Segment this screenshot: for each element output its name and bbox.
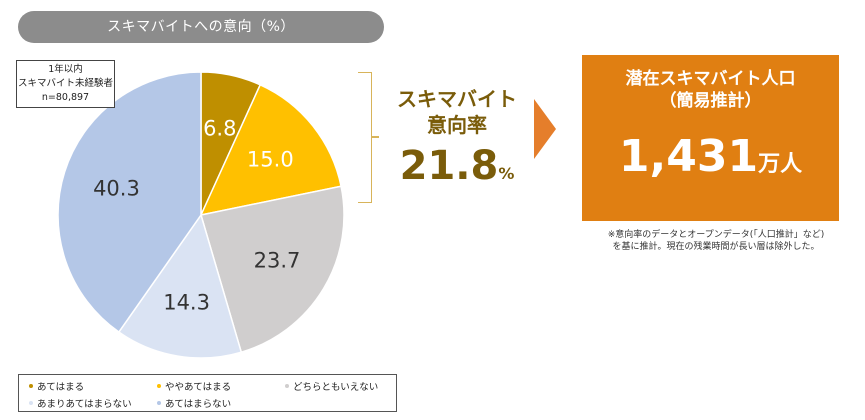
legend-swatch <box>29 401 33 405</box>
result-box: 潜在スキマバイト人口 （簡易推計） 1,431万人 <box>582 55 839 221</box>
sample-info-box: 1年以内 スキマバイト未経験者 n=80,897 <box>16 60 115 108</box>
result-number: 1,431 <box>618 131 759 182</box>
pie-slice-label: 15.0 <box>247 148 294 172</box>
rate-number: 21.8 <box>399 143 499 189</box>
sample-period: 1年以内 <box>48 64 83 75</box>
pie-slice <box>117 213 243 359</box>
pie-slice-label: 14.3 <box>163 290 210 314</box>
rate-label-line2: 意向率 <box>427 113 487 137</box>
chart-title: スキマバイトへの意向（%） <box>107 19 295 35</box>
result-title: 潜在スキマバイト人口 <box>625 69 796 89</box>
sample-group: スキマバイト未経験者 <box>17 78 113 89</box>
legend-item: ややあてはまる <box>157 379 231 393</box>
rate-label: スキマバイト 意向率 <box>382 86 532 138</box>
legend-swatch <box>157 401 161 405</box>
legend-item: あてはまる <box>29 379 84 393</box>
pie-slice-label: 23.7 <box>254 249 301 273</box>
legend-label: ややあてはまる <box>165 382 232 393</box>
result-unit: 万人 <box>758 152 803 177</box>
legend-item: あてはまらない <box>157 396 231 410</box>
legend-swatch <box>157 384 161 388</box>
legend: あてはまる ややあてはまる どちらともいえない あまりあてはまらない あてはまら… <box>18 374 397 412</box>
footnote: ※意向率のデータとオープンデータ(「人口推計」など) を基に推計。現在の残業時間… <box>586 229 846 253</box>
result-subtitle: （簡易推計） <box>659 91 762 111</box>
legend-item: あまりあてはまらない <box>29 396 132 410</box>
rate-unit: % <box>498 164 515 183</box>
rate-label-line1: スキマバイト <box>397 87 517 111</box>
legend-label: あてはまらない <box>165 399 232 410</box>
pie-slice <box>57 71 202 334</box>
pie-slice <box>199 83 342 217</box>
chart-title-pill: スキマバイトへの意向（%） <box>18 11 384 43</box>
sample-size: n=80,897 <box>41 92 90 103</box>
bracket-tick <box>371 136 379 138</box>
arrow-right-icon <box>534 99 556 159</box>
legend-label: あてはまる <box>37 382 85 393</box>
legend-swatch <box>285 384 289 388</box>
pie-slice-label: 6.8 <box>203 116 236 140</box>
result-value: 1,431万人 <box>582 131 839 182</box>
rate-value: 21.8% <box>382 143 532 189</box>
pie-slice <box>200 185 345 354</box>
legend-label: どちらともいえない <box>293 382 379 393</box>
legend-swatch <box>29 384 33 388</box>
legend-label: あまりあてはまらない <box>37 399 132 410</box>
footnote-line2: を基に推計。現在の残業時間が長い層は除外した。 <box>612 242 820 252</box>
footnote-line1: ※意向率のデータとオープンデータ(「人口推計」など) <box>607 230 825 240</box>
pie-slice-label: 40.3 <box>93 176 140 200</box>
legend-item: どちらともいえない <box>285 379 378 393</box>
bracket <box>358 72 372 203</box>
